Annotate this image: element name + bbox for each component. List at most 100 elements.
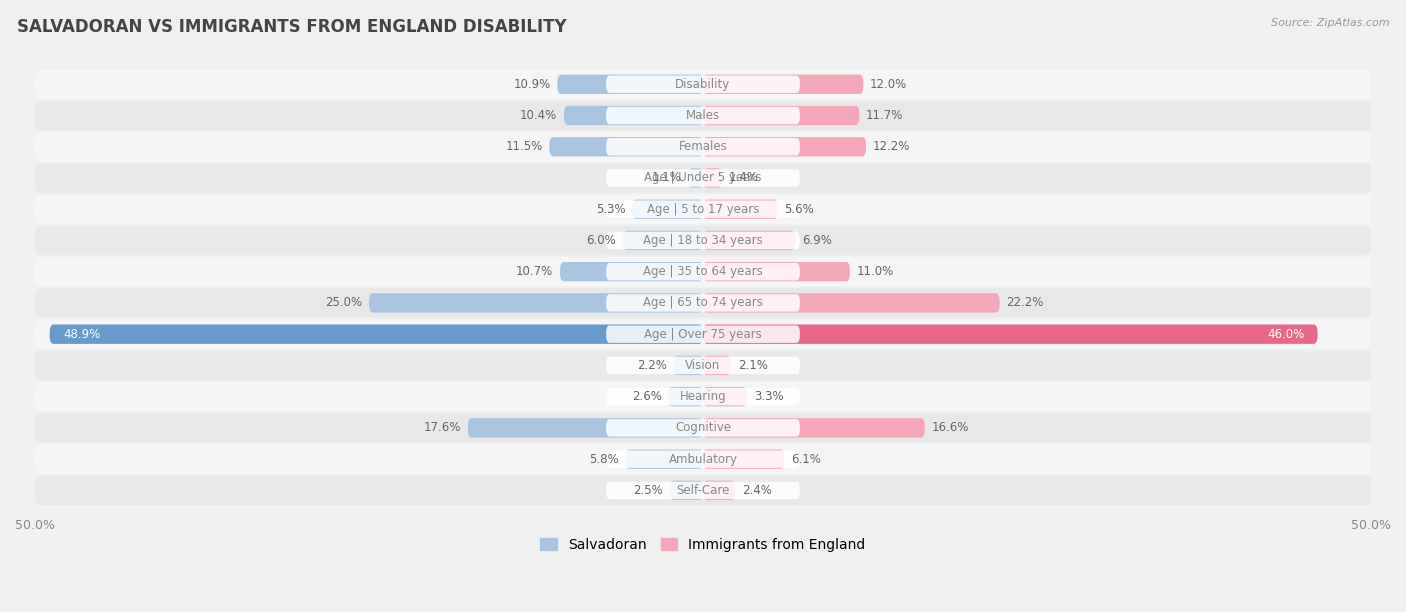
FancyBboxPatch shape bbox=[606, 170, 800, 187]
FancyBboxPatch shape bbox=[606, 263, 800, 280]
FancyBboxPatch shape bbox=[703, 449, 785, 469]
Text: Self-Care: Self-Care bbox=[676, 484, 730, 497]
Text: 10.7%: 10.7% bbox=[516, 265, 554, 278]
Text: Age | Under 5 years: Age | Under 5 years bbox=[644, 171, 762, 184]
FancyBboxPatch shape bbox=[703, 231, 796, 250]
FancyBboxPatch shape bbox=[35, 351, 1371, 380]
FancyBboxPatch shape bbox=[35, 413, 1371, 442]
FancyBboxPatch shape bbox=[35, 101, 1371, 130]
FancyBboxPatch shape bbox=[606, 450, 800, 468]
FancyBboxPatch shape bbox=[35, 288, 1371, 318]
Text: 48.9%: 48.9% bbox=[63, 327, 100, 341]
Text: Cognitive: Cognitive bbox=[675, 422, 731, 435]
FancyBboxPatch shape bbox=[669, 480, 703, 500]
FancyBboxPatch shape bbox=[703, 324, 1317, 344]
Text: 17.6%: 17.6% bbox=[423, 422, 461, 435]
FancyBboxPatch shape bbox=[606, 419, 800, 436]
FancyBboxPatch shape bbox=[560, 262, 703, 282]
FancyBboxPatch shape bbox=[703, 168, 721, 188]
FancyBboxPatch shape bbox=[626, 449, 703, 469]
FancyBboxPatch shape bbox=[623, 231, 703, 250]
FancyBboxPatch shape bbox=[703, 200, 778, 219]
FancyBboxPatch shape bbox=[564, 106, 703, 125]
Text: 22.2%: 22.2% bbox=[1007, 296, 1043, 310]
Text: Ambulatory: Ambulatory bbox=[668, 453, 738, 466]
FancyBboxPatch shape bbox=[703, 418, 925, 438]
FancyBboxPatch shape bbox=[606, 482, 800, 499]
Text: 6.1%: 6.1% bbox=[792, 453, 821, 466]
Text: SALVADORAN VS IMMIGRANTS FROM ENGLAND DISABILITY: SALVADORAN VS IMMIGRANTS FROM ENGLAND DI… bbox=[17, 18, 567, 36]
Text: Age | 35 to 64 years: Age | 35 to 64 years bbox=[643, 265, 763, 278]
Text: Females: Females bbox=[679, 140, 727, 153]
FancyBboxPatch shape bbox=[606, 138, 800, 155]
Text: 2.4%: 2.4% bbox=[742, 484, 772, 497]
FancyBboxPatch shape bbox=[703, 75, 863, 94]
FancyBboxPatch shape bbox=[35, 195, 1371, 224]
FancyBboxPatch shape bbox=[703, 262, 851, 282]
FancyBboxPatch shape bbox=[633, 200, 703, 219]
FancyBboxPatch shape bbox=[606, 326, 800, 343]
FancyBboxPatch shape bbox=[606, 232, 800, 249]
Text: 11.5%: 11.5% bbox=[505, 140, 543, 153]
Text: 1.1%: 1.1% bbox=[652, 171, 682, 184]
FancyBboxPatch shape bbox=[703, 480, 735, 500]
FancyBboxPatch shape bbox=[703, 387, 747, 406]
Text: 5.8%: 5.8% bbox=[589, 453, 619, 466]
Text: 2.5%: 2.5% bbox=[633, 484, 662, 497]
FancyBboxPatch shape bbox=[606, 201, 800, 218]
FancyBboxPatch shape bbox=[606, 294, 800, 312]
Legend: Salvadoran, Immigrants from England: Salvadoran, Immigrants from England bbox=[534, 532, 872, 558]
FancyBboxPatch shape bbox=[35, 132, 1371, 162]
Text: Disability: Disability bbox=[675, 78, 731, 91]
FancyBboxPatch shape bbox=[689, 168, 703, 188]
Text: 16.6%: 16.6% bbox=[931, 422, 969, 435]
FancyBboxPatch shape bbox=[606, 75, 800, 93]
Text: 12.0%: 12.0% bbox=[870, 78, 907, 91]
Text: 3.3%: 3.3% bbox=[754, 390, 783, 403]
Text: Age | Over 75 years: Age | Over 75 years bbox=[644, 327, 762, 341]
Text: 11.7%: 11.7% bbox=[866, 109, 904, 122]
FancyBboxPatch shape bbox=[557, 75, 703, 94]
FancyBboxPatch shape bbox=[703, 106, 859, 125]
Text: 12.2%: 12.2% bbox=[873, 140, 910, 153]
FancyBboxPatch shape bbox=[35, 319, 1371, 349]
Text: 2.1%: 2.1% bbox=[738, 359, 768, 372]
FancyBboxPatch shape bbox=[35, 257, 1371, 286]
Text: Males: Males bbox=[686, 109, 720, 122]
FancyBboxPatch shape bbox=[35, 382, 1371, 411]
FancyBboxPatch shape bbox=[49, 324, 703, 344]
FancyBboxPatch shape bbox=[35, 444, 1371, 474]
Text: 6.9%: 6.9% bbox=[801, 234, 832, 247]
FancyBboxPatch shape bbox=[35, 226, 1371, 255]
FancyBboxPatch shape bbox=[550, 137, 703, 157]
FancyBboxPatch shape bbox=[35, 70, 1371, 99]
Text: Age | 18 to 34 years: Age | 18 to 34 years bbox=[643, 234, 763, 247]
Text: 5.6%: 5.6% bbox=[785, 203, 814, 215]
Text: 1.4%: 1.4% bbox=[728, 171, 758, 184]
FancyBboxPatch shape bbox=[606, 388, 800, 405]
Text: 6.0%: 6.0% bbox=[586, 234, 616, 247]
Text: 25.0%: 25.0% bbox=[325, 296, 363, 310]
Text: Vision: Vision bbox=[685, 359, 721, 372]
Text: Hearing: Hearing bbox=[679, 390, 727, 403]
Text: Age | 65 to 74 years: Age | 65 to 74 years bbox=[643, 296, 763, 310]
Text: 2.6%: 2.6% bbox=[631, 390, 662, 403]
FancyBboxPatch shape bbox=[673, 356, 703, 375]
FancyBboxPatch shape bbox=[703, 137, 866, 157]
Text: 5.3%: 5.3% bbox=[596, 203, 626, 215]
FancyBboxPatch shape bbox=[368, 293, 703, 313]
Text: Age | 5 to 17 years: Age | 5 to 17 years bbox=[647, 203, 759, 215]
Text: 11.0%: 11.0% bbox=[856, 265, 894, 278]
Text: 2.2%: 2.2% bbox=[637, 359, 666, 372]
FancyBboxPatch shape bbox=[468, 418, 703, 438]
Text: Source: ZipAtlas.com: Source: ZipAtlas.com bbox=[1271, 18, 1389, 28]
FancyBboxPatch shape bbox=[35, 163, 1371, 193]
Text: 46.0%: 46.0% bbox=[1267, 327, 1305, 341]
FancyBboxPatch shape bbox=[668, 387, 703, 406]
FancyBboxPatch shape bbox=[606, 106, 800, 124]
Text: 10.4%: 10.4% bbox=[520, 109, 557, 122]
FancyBboxPatch shape bbox=[703, 356, 731, 375]
Text: 10.9%: 10.9% bbox=[513, 78, 551, 91]
FancyBboxPatch shape bbox=[35, 476, 1371, 505]
FancyBboxPatch shape bbox=[703, 293, 1000, 313]
